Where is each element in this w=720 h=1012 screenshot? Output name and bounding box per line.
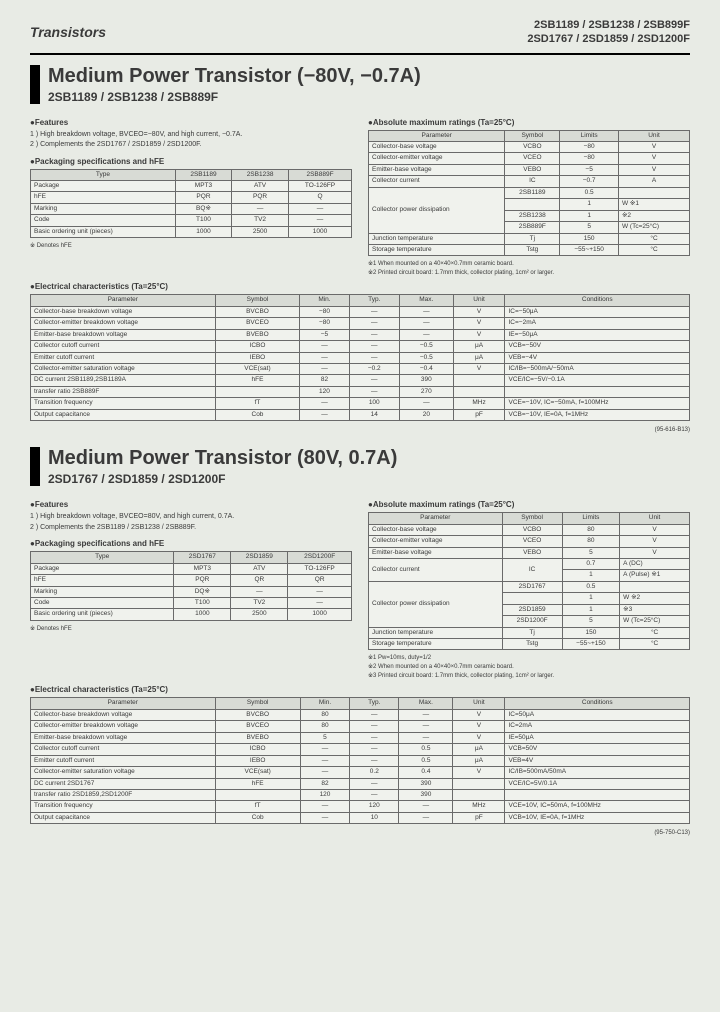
table-row: DC current 2SB1189,2SB1189AhFE82—390VCE/… xyxy=(31,375,690,386)
section-1-title: Medium Power Transistor (−80V, −0.7A) xyxy=(48,65,690,88)
s1-ec-table: ParameterSymbolMin.Typ.Max.UnitCondition… xyxy=(30,294,690,421)
table-row: Emitter cutoff currentIEBO——0.5μAVEB=4V xyxy=(31,755,690,766)
s2-pkg-table: Type2SD17672SD18592SD1200F PackageMPT3AT… xyxy=(30,551,352,621)
s2-ec-table: ParameterSymbolMin.Typ.Max.UnitCondition… xyxy=(30,697,690,824)
s2-right-col: ●Absolute maximum ratings (Ta=25°C) Para… xyxy=(368,494,690,679)
page-header: Transistors 2SB1189 / 2SB1238 / 2SB899F … xyxy=(30,18,690,55)
s1-left-col: ●Features 1 ) High breakdown voltage, BV… xyxy=(30,112,352,277)
header-left: Transistors xyxy=(30,24,106,40)
s2-abs-table: ParameterSymbolLimitsUnit Collector-base… xyxy=(368,512,690,650)
section-2-title: Medium Power Transistor (80V, 0.7A) xyxy=(48,447,690,470)
s1-right-col: ●Absolute maximum ratings (Ta=25°C) Para… xyxy=(368,112,690,277)
table-row: Collector-emitter saturation voltageVCE(… xyxy=(31,364,690,375)
section-2-subtitle: 2SD1767 / 2SD1859 / 2SD1200F xyxy=(48,472,690,486)
header-right: 2SB1189 / 2SB1238 / 2SB899F 2SD1767 / 2S… xyxy=(527,18,690,47)
table-row: Emitter cutoff currentIEBO——−0.5μAVEB=−4… xyxy=(31,352,690,363)
s2-left-col: ●Features 1 ) High breakdown voltage, BV… xyxy=(30,494,352,679)
table-row: Output capacitanceCob—1420pFVCB=−10V, IE… xyxy=(31,409,690,420)
table-row: Transition frequencyfT—120—MHzVCE=10V, I… xyxy=(31,801,690,812)
s1-pkg-table: Type2SB11892SB12382SB889F PackageMPT3ATV… xyxy=(30,169,352,239)
table-row: Transition frequencyfT—100—MHzVCE=−10V, … xyxy=(31,398,690,409)
table-row: Collector-emitter saturation voltageVCE(… xyxy=(31,767,690,778)
section-1-subtitle: 2SB1189 / 2SB1238 / 2SB889F xyxy=(48,90,690,104)
table-row: Collector-base breakdown voltageBVCBO−80… xyxy=(31,306,690,317)
table-row: Collector-emitter breakdown voltageBVCEO… xyxy=(31,721,690,732)
table-row: Emitter-base breakdown voltageBVEBO5——VI… xyxy=(31,732,690,743)
section-2: Medium Power Transistor (80V, 0.7A) 2SD1… xyxy=(30,447,690,836)
table-row: transfer ratio 2SD1859,2SD1200F120—390 xyxy=(31,789,690,800)
s1-abs-table: ParameterSymbolLimitsUnit Collector-base… xyxy=(368,130,690,257)
table-row: Emitter-base breakdown voltageBVEBO−5——V… xyxy=(31,329,690,340)
table-row: Collector cutoff currentICBO——0.5μAVCB=5… xyxy=(31,744,690,755)
table-row: DC current 2SD1767hFE82—390VCE/IC=5V/0.1… xyxy=(31,778,690,789)
table-row: Collector-base breakdown voltageBVCBO80—… xyxy=(31,709,690,720)
table-row: Collector-emitter breakdown voltageBVCEO… xyxy=(31,318,690,329)
table-row: Collector cutoff currentICBO——−0.5μAVCB=… xyxy=(31,341,690,352)
table-row: transfer ratio 2SB889F120—270 xyxy=(31,386,690,397)
table-row: Output capacitanceCob—10—pFVCB=10V, IE=0… xyxy=(31,812,690,823)
section-1: Medium Power Transistor (−80V, −0.7A) 2S… xyxy=(30,65,690,434)
